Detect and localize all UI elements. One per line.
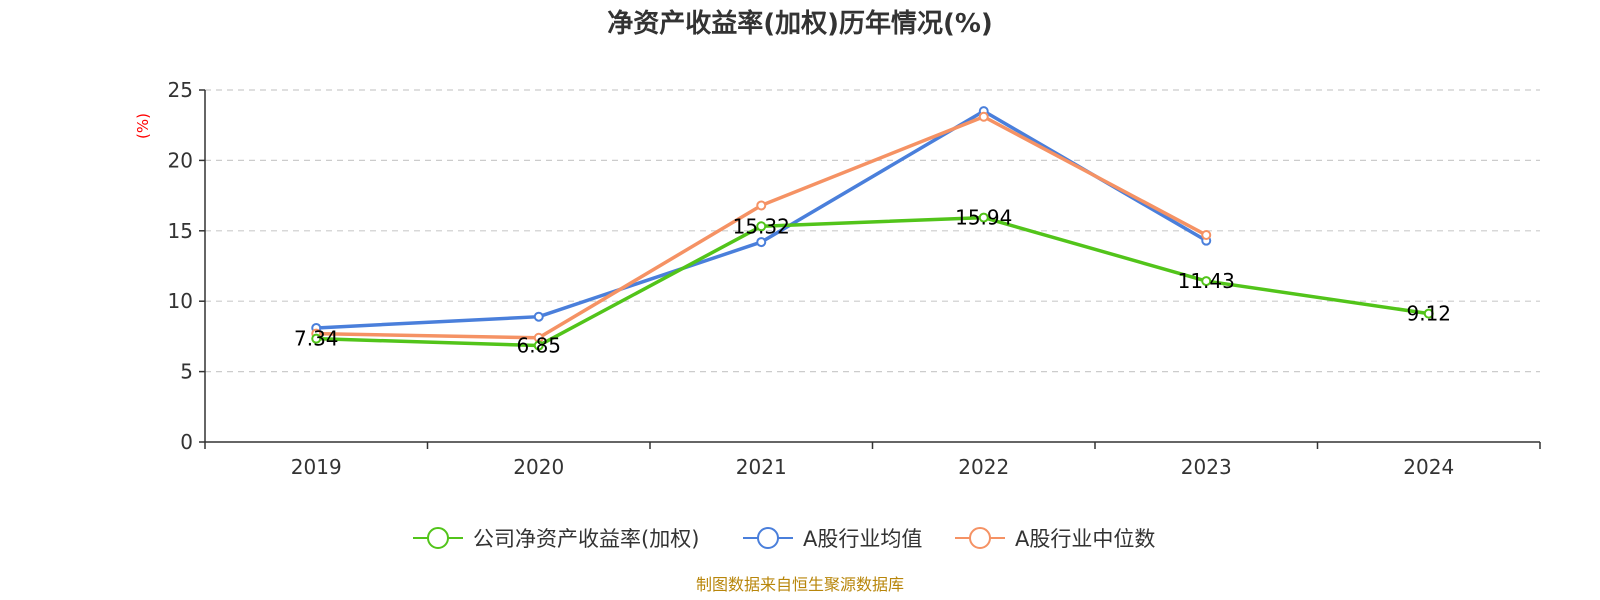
legend-item[interactable]: A股行业均值	[743, 527, 922, 551]
chart-title: 净资产收益率(加权)历年情况(%)	[607, 8, 993, 39]
legend-item[interactable]: 公司净资产收益率(加权)	[413, 527, 699, 551]
y-tick-label: 20	[168, 148, 193, 172]
data-point	[533, 311, 544, 322]
data-label: 15.32	[733, 214, 790, 238]
y-axis-unit: (%)	[134, 113, 152, 139]
data-point	[533, 340, 544, 351]
x-tick-label: 2024	[1403, 455, 1454, 479]
source-note: 制图数据来自恒生聚源数据库	[696, 575, 904, 594]
series-lines	[311, 106, 1434, 351]
data-point	[756, 221, 767, 232]
legend-marker	[427, 527, 449, 549]
x-tick-label: 2021	[736, 455, 787, 479]
axes: 0 5 10 15 20 25 2019 2020 2021 2022 2023 2024	[168, 78, 1541, 479]
y-tick-label: 10	[168, 289, 193, 313]
data-labels: 7.34 6.85 15.32 15.94 11.43 9.12	[294, 206, 1451, 358]
legend-marker	[757, 527, 779, 549]
data-point	[1201, 276, 1212, 287]
data-point	[311, 333, 322, 344]
x-tick-label: 2019	[291, 455, 342, 479]
data-point	[978, 212, 989, 223]
legend-item[interactable]: A股行业中位数	[955, 527, 1155, 551]
data-label: 15.94	[955, 206, 1012, 230]
x-tick-label: 2022	[958, 455, 1009, 479]
data-point	[978, 111, 989, 122]
legend[interactable]: 公司净资产收益率(加权) A股行业均值 A股行业中位数	[413, 527, 1155, 551]
data-point	[1201, 230, 1212, 241]
data-point	[756, 200, 767, 211]
legend-label: A股行业均值	[803, 527, 922, 551]
legend-marker	[969, 527, 991, 549]
data-label: 7.34	[294, 327, 339, 351]
y-tick-label: 25	[168, 78, 193, 102]
y-tick-label: 0	[180, 430, 193, 454]
data-point	[1423, 308, 1434, 319]
data-label: 6.85	[516, 334, 561, 358]
series-line	[316, 215, 1430, 348]
data-label: 9.12	[1406, 302, 1451, 326]
y-tick-label: 5	[180, 360, 193, 384]
data-label: 11.43	[1178, 269, 1235, 293]
x-tick-label: 2023	[1181, 455, 1232, 479]
legend-label: A股行业中位数	[1015, 527, 1155, 551]
grid-lines	[205, 89, 1540, 373]
data-point	[756, 237, 767, 248]
x-tick-label: 2020	[513, 455, 564, 479]
y-tick-label: 15	[168, 219, 193, 243]
legend-label: 公司净资产收益率(加权)	[473, 527, 699, 551]
